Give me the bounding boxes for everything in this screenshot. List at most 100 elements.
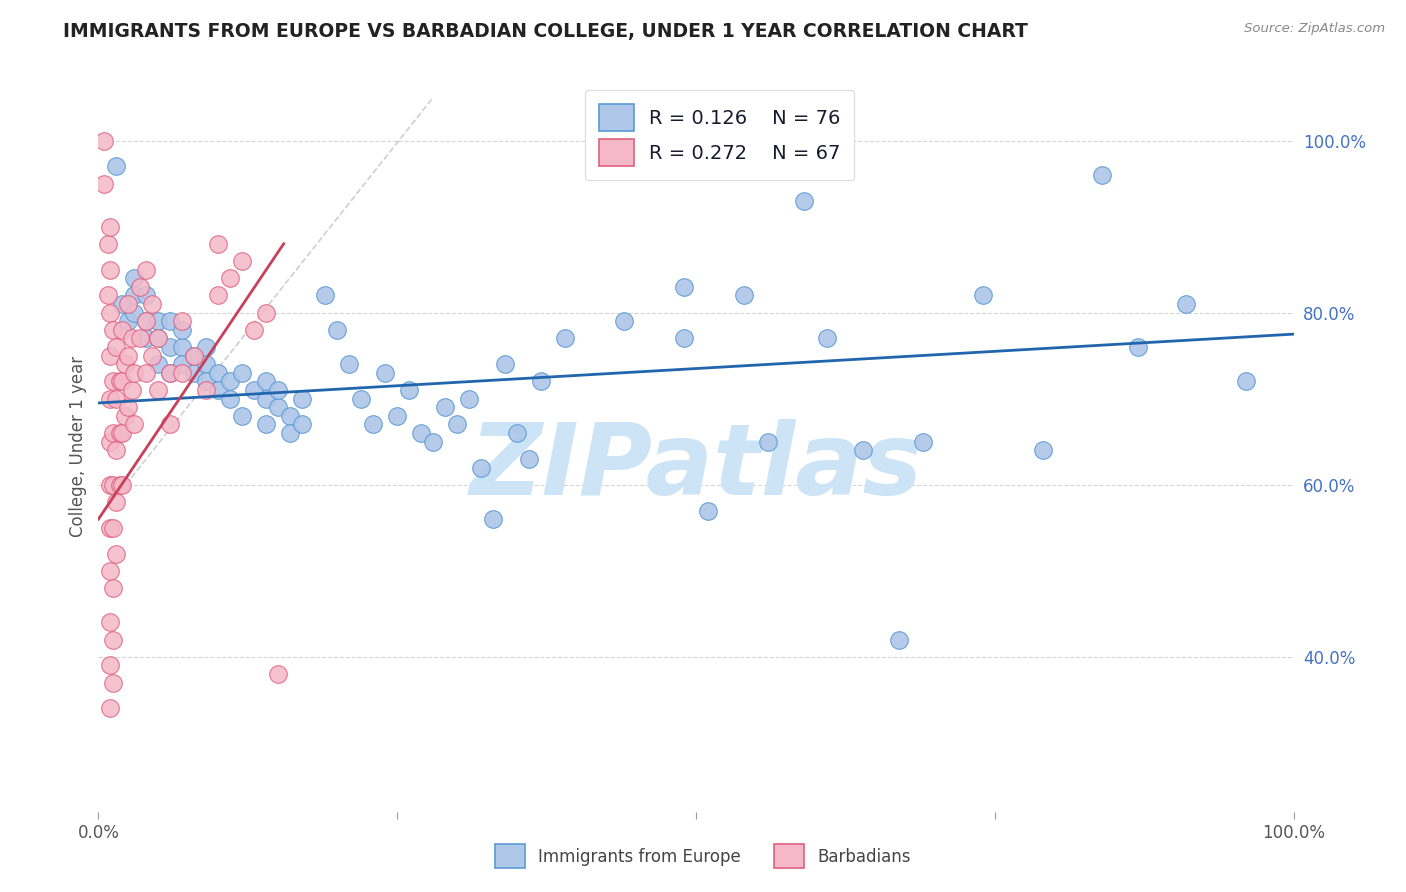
Point (183, 349, 205, 363)
Point (101, 323, 124, 337)
Point (231, 366, 253, 380)
Point (481, 512, 505, 526)
Point (697, 503, 720, 517)
Point (101, 477, 124, 491)
Text: Source: ZipAtlas.com: Source: ZipAtlas.com (1244, 22, 1385, 36)
Point (267, 383, 290, 397)
Point (135, 314, 157, 328)
Point (1175, 297, 1198, 311)
Point (98, 434, 122, 449)
Point (159, 340, 181, 354)
Point (98, 349, 122, 363)
Point (117, 349, 139, 363)
Point (434, 401, 457, 415)
Point (411, 426, 433, 441)
Point (911, 434, 934, 449)
Point (756, 434, 779, 449)
Point (93, 177, 115, 191)
Point (159, 314, 181, 328)
Point (105, 159, 128, 173)
Point (117, 401, 139, 415)
Y-axis label: College, Under 1 year: College, Under 1 year (69, 355, 87, 537)
Point (148, 357, 170, 371)
Point (124, 366, 146, 380)
Point (517, 451, 540, 466)
Point (195, 357, 218, 371)
Point (148, 331, 170, 345)
Point (183, 366, 205, 380)
Point (254, 392, 277, 406)
Point (159, 417, 181, 432)
Point (172, 366, 194, 380)
Point (108, 426, 131, 441)
Point (278, 426, 301, 441)
Point (254, 375, 277, 389)
Point (117, 314, 139, 328)
Point (101, 675, 124, 690)
Point (530, 375, 553, 389)
Text: ZIPatlas: ZIPatlas (470, 419, 922, 516)
Point (1128, 340, 1150, 354)
Point (105, 443, 128, 458)
Point (105, 392, 128, 406)
Point (267, 667, 290, 681)
Point (148, 314, 170, 328)
Point (207, 366, 229, 380)
Point (97, 236, 120, 251)
Point (124, 305, 146, 319)
Point (172, 357, 194, 371)
Point (207, 236, 229, 251)
Point (148, 383, 170, 397)
Point (124, 288, 146, 302)
Point (98, 564, 122, 578)
Point (1234, 375, 1257, 389)
Point (254, 417, 277, 432)
Point (219, 271, 242, 285)
Point (159, 366, 181, 380)
Point (135, 331, 157, 345)
Point (98, 219, 122, 234)
Point (105, 340, 128, 354)
Point (135, 262, 157, 277)
Point (114, 409, 136, 423)
Point (385, 409, 409, 423)
Point (101, 426, 124, 441)
Point (673, 280, 696, 294)
Point (494, 357, 516, 371)
Point (254, 305, 277, 319)
Point (231, 409, 253, 423)
Point (98, 521, 122, 535)
Point (135, 288, 157, 302)
Point (98, 701, 122, 715)
Point (111, 426, 134, 441)
Point (172, 340, 194, 354)
Point (121, 331, 143, 345)
Point (1032, 443, 1054, 458)
Point (613, 314, 636, 328)
Point (129, 331, 152, 345)
Point (195, 383, 218, 397)
Point (117, 297, 139, 311)
Point (267, 401, 290, 415)
Point (673, 331, 696, 345)
Point (339, 357, 361, 371)
Point (108, 375, 131, 389)
Point (195, 375, 218, 389)
Point (326, 323, 349, 337)
Point (219, 375, 242, 389)
Point (889, 632, 911, 647)
Point (159, 366, 181, 380)
Point (98, 658, 122, 673)
Point (972, 288, 994, 302)
Point (458, 392, 481, 406)
Point (141, 297, 163, 311)
Point (101, 632, 124, 647)
Point (98, 477, 122, 491)
Point (291, 392, 314, 406)
Point (93, 134, 115, 148)
Point (506, 426, 529, 441)
Point (278, 409, 301, 423)
Point (815, 331, 838, 345)
Point (554, 331, 576, 345)
Point (793, 194, 815, 208)
